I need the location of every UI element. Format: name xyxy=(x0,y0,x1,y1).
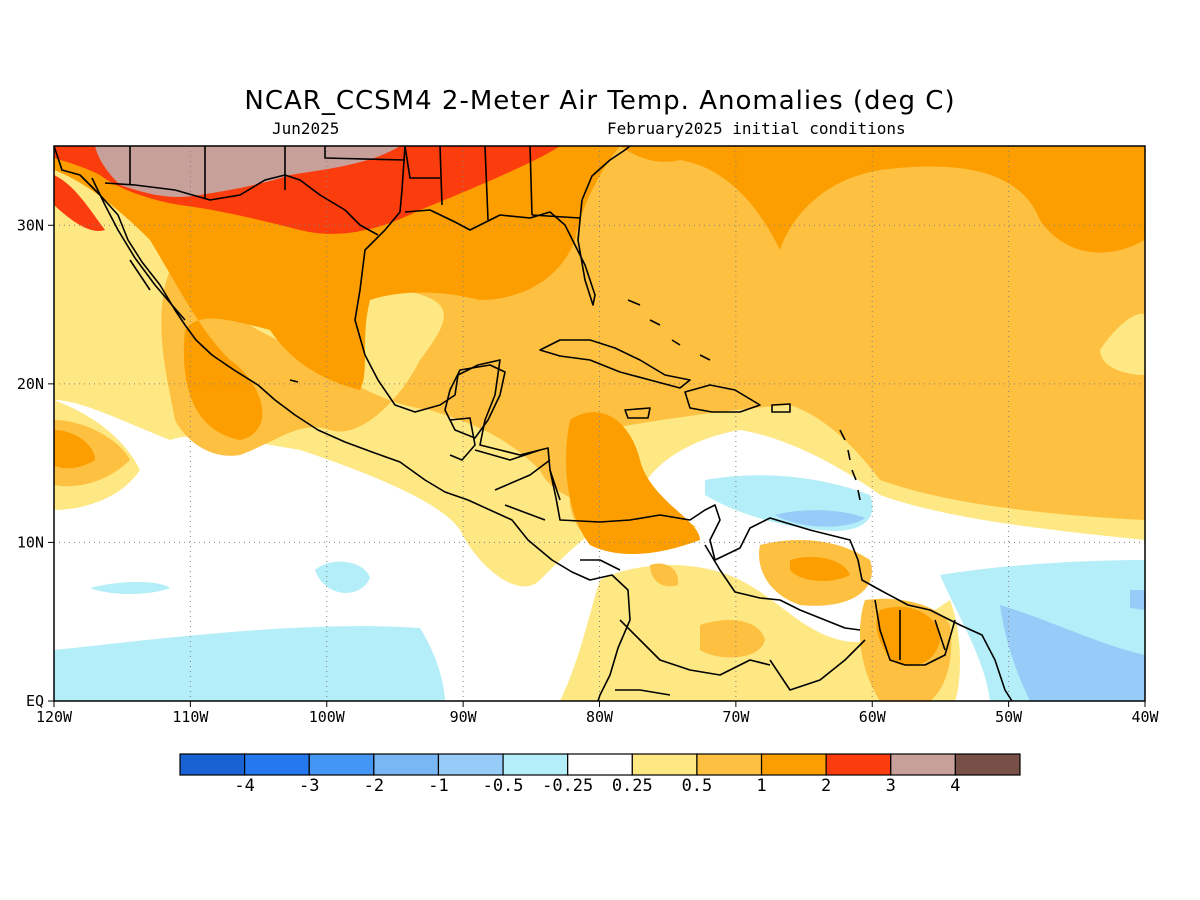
x-tick-label: 90W xyxy=(450,708,478,726)
colorbar-swatch xyxy=(373,753,440,776)
colorbar-label: -3 xyxy=(298,776,320,796)
colorbar-label: -2 xyxy=(363,776,385,796)
x-tick-label: 110W xyxy=(172,708,209,726)
x-tick-label: 50W xyxy=(995,708,1023,726)
coastline-colombia-border xyxy=(615,619,771,696)
very-hot-anomaly-southwest xyxy=(95,146,400,197)
colorbar-swatch xyxy=(567,753,633,776)
colorbar-label: 1 xyxy=(756,776,767,796)
coastline-hispaniola xyxy=(684,384,761,413)
colorbar-swatch xyxy=(696,753,763,776)
x-tick-label: 40W xyxy=(1131,708,1159,726)
colorbar-swatch xyxy=(179,753,246,776)
latitude-axis: EQ 10N 20N 30N xyxy=(17,216,54,710)
coastline-baja-california xyxy=(91,177,186,321)
coastline-us-gulf xyxy=(404,146,631,306)
grid-lines xyxy=(54,146,1145,701)
initial-conditions: February2025 initial conditions xyxy=(607,119,906,138)
coastline-venezuela-border xyxy=(704,544,866,691)
x-tick-label: 60W xyxy=(859,708,887,726)
y-tick-label: EQ xyxy=(26,692,44,710)
cool-anomaly-east-pacific xyxy=(54,626,445,701)
x-tick-label: 80W xyxy=(586,708,614,726)
small-islands xyxy=(289,299,861,501)
y-tick-label: 20N xyxy=(17,375,44,393)
chart-title: NCAR_CCSM4 2-Meter Air Temp. Anomalies (… xyxy=(244,86,956,116)
colorbar-swatch xyxy=(437,753,504,776)
coastline-cuba xyxy=(539,339,691,389)
coastlines xyxy=(54,146,1013,701)
colorbar-label: -0.25 xyxy=(542,776,594,796)
colorbar-swatch xyxy=(825,753,892,776)
colorbar-label: -0.5 xyxy=(482,776,524,796)
colorbar-label: -1 xyxy=(428,776,449,796)
coastline-puerto-rico xyxy=(771,403,791,413)
coastline-jamaica xyxy=(624,407,651,419)
x-tick-label: 100W xyxy=(309,708,346,726)
colorbar-label: 0.5 xyxy=(681,776,713,796)
us-state-borders xyxy=(129,146,581,221)
colorbar-swatch xyxy=(760,753,827,776)
anomaly-shading xyxy=(54,146,1145,701)
colorbar-label: 4 xyxy=(950,776,961,796)
forecast-month: Jun2025 xyxy=(272,119,340,138)
colorbar-swatch xyxy=(890,753,956,776)
colorbar-label: 0.25 xyxy=(611,776,653,796)
coastline-mexico-pacific xyxy=(54,146,631,701)
colorbar-swatch xyxy=(244,753,310,776)
colorbar-swatch xyxy=(308,753,375,776)
border-us-mexico xyxy=(104,174,379,236)
coastline-gulf-of-mexico xyxy=(354,146,1013,701)
colorbar-label: -4 xyxy=(234,776,255,796)
central-america-borders xyxy=(449,417,621,571)
coastline-yucatan xyxy=(444,364,506,439)
y-tick-label: 10N xyxy=(17,533,44,551)
y-tick-label: 30N xyxy=(17,216,44,234)
colorbar-label: 2 xyxy=(821,776,832,796)
colorbar-swatch xyxy=(954,753,1021,776)
x-tick-label: 70W xyxy=(722,708,750,726)
colorbar xyxy=(179,753,1021,776)
colorbar-swatch xyxy=(631,753,698,776)
longitude-axis: 120W 110W 100W 90W 80W 70W 60W 50W 40W xyxy=(36,701,1160,726)
coastline-guianas xyxy=(874,599,956,666)
colorbar-swatch xyxy=(502,753,569,776)
colorbar-label: 3 xyxy=(885,776,896,796)
x-tick-label: 120W xyxy=(36,708,73,726)
